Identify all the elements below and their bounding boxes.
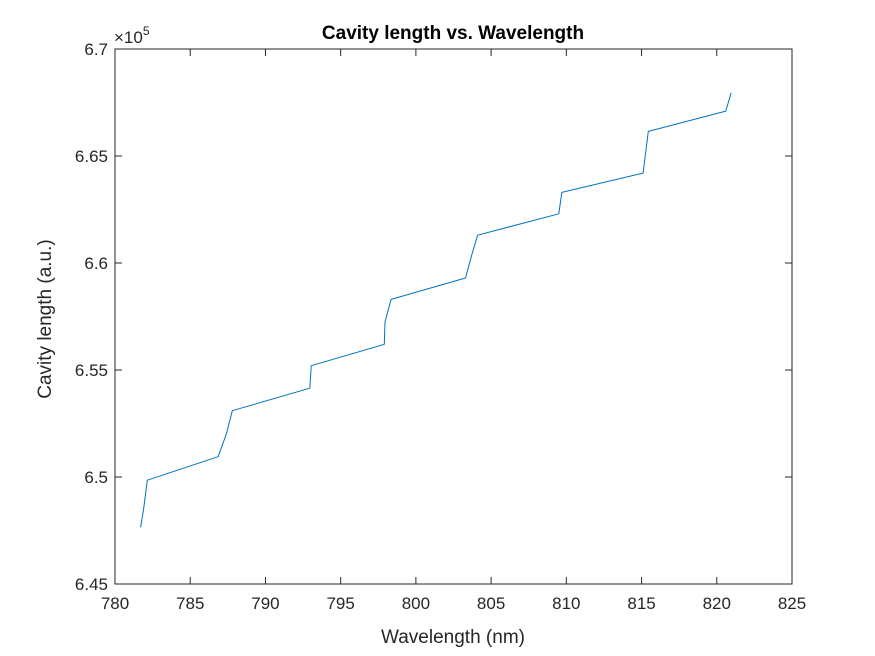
- x-tick-label: 825: [778, 594, 806, 613]
- y-tick-label: 6.6: [84, 254, 108, 273]
- y-axis-label: Cavity length (a.u.): [35, 239, 56, 398]
- x-tick-label: 805: [477, 594, 505, 613]
- x-tick-label: 810: [552, 594, 580, 613]
- y-tick-label: 6.65: [75, 147, 108, 166]
- y-tick-label: 6.45: [75, 575, 108, 594]
- x-tick-label: 820: [703, 594, 731, 613]
- y-tick-label: 6.7: [84, 40, 108, 59]
- x-axis-label: Wavelength (nm): [381, 627, 525, 648]
- chart-title: Cavity length vs. Wavelength: [322, 23, 584, 44]
- x-tick-label: 800: [402, 594, 430, 613]
- series-line: [140, 92, 732, 528]
- y-tick-label: 6.5: [84, 468, 108, 487]
- plot-area-frame: [114, 48, 793, 585]
- x-axis-ticks: 780 785 790 795 800 805 810 815 820 825: [101, 49, 806, 613]
- x-tick-label: 780: [101, 594, 129, 613]
- y-tick-label: 6.55: [75, 361, 108, 380]
- y-axis-ticks: 6.45 6.5 6.55 6.6 6.65 6.7: [75, 40, 792, 594]
- x-tick-label: 815: [627, 594, 655, 613]
- y-axis-exponent: ×105: [114, 24, 150, 47]
- x-tick-label: 785: [176, 594, 204, 613]
- x-tick-label: 790: [251, 594, 279, 613]
- x-tick-label: 795: [326, 594, 354, 613]
